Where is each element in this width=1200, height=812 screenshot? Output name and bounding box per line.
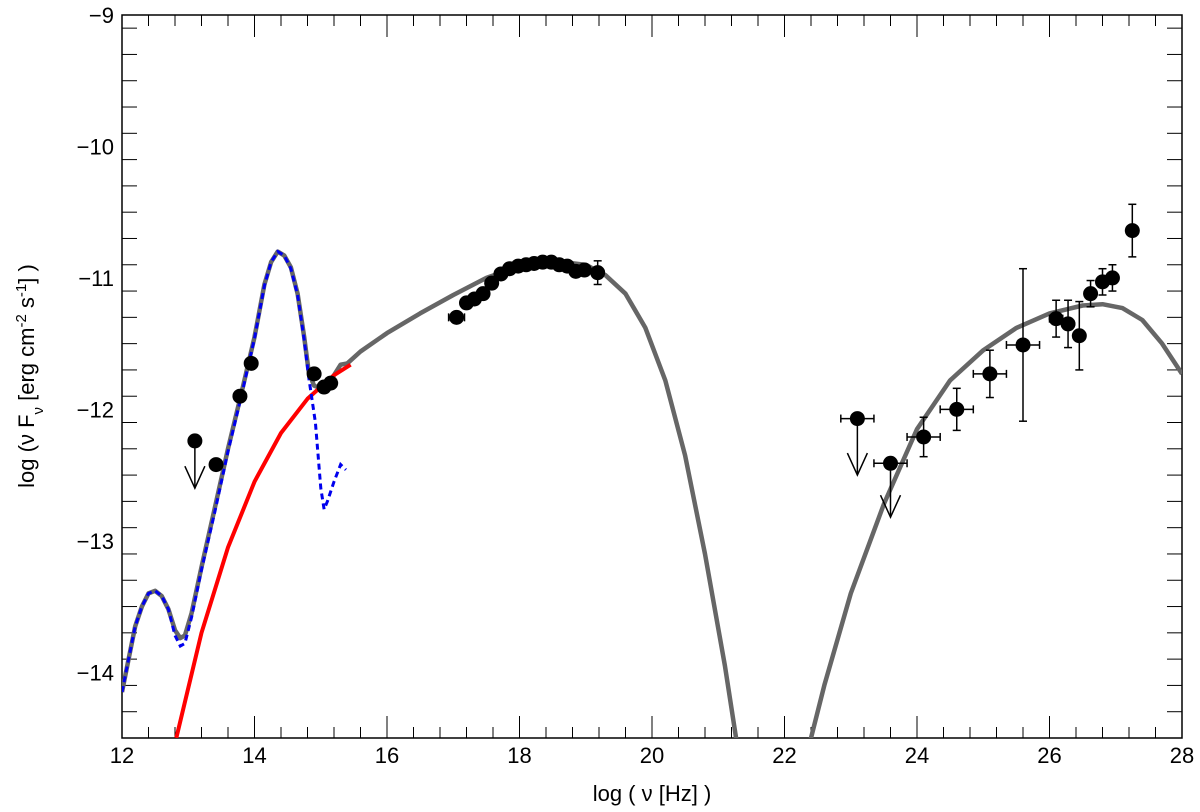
data-point xyxy=(475,286,491,302)
y-tick-label: −11 xyxy=(78,266,114,291)
red-component-line xyxy=(174,363,352,738)
data-point xyxy=(1124,223,1140,239)
svg-text:log (ν Fν [erg cm-2 s-1] ): log (ν Fν [erg cm-2 s-1] ) xyxy=(13,264,47,488)
tick-labels: 12 14 16 18 20 22 24 26 28 −14 −13 −12 −11 −10 −9 xyxy=(77,3,1195,768)
x-axis-title: log ( ν [Hz] ) xyxy=(593,781,712,806)
data-point xyxy=(1048,311,1064,327)
x-tick-label: 18 xyxy=(507,743,531,768)
upper-limit-arrowhead xyxy=(184,465,206,491)
y-tick-label: −9 xyxy=(89,3,114,28)
y-tick-label: −12 xyxy=(77,397,114,422)
data-point xyxy=(449,309,465,325)
data-point xyxy=(1071,328,1087,344)
x-tick-label: 28 xyxy=(1170,743,1194,768)
x-tick-label: 24 xyxy=(905,743,929,768)
axis-ticks xyxy=(121,15,1183,739)
data-point xyxy=(208,457,224,473)
data-point xyxy=(1083,286,1099,302)
data-point xyxy=(1104,270,1120,286)
data-point xyxy=(982,366,998,382)
blue-dashed-component-line xyxy=(122,249,347,693)
data-point xyxy=(1015,337,1031,353)
x-tick-label: 16 xyxy=(375,743,399,768)
data-points xyxy=(184,203,1140,519)
data-point xyxy=(306,366,322,382)
x-tick-label: 12 xyxy=(110,743,134,768)
data-point xyxy=(323,375,339,391)
y-tick-label: −13 xyxy=(77,529,114,554)
x-tick-label: 26 xyxy=(1037,743,1061,768)
x-tick-label: 20 xyxy=(640,743,664,768)
data-point xyxy=(590,265,606,281)
total-model-line xyxy=(122,249,739,738)
y-tick-label: −10 xyxy=(77,134,114,159)
data-point xyxy=(243,355,259,371)
y-axis-title: log (ν Fν [erg cm-2 s-1] ) xyxy=(13,264,47,488)
data-point xyxy=(916,429,932,445)
total-model-line xyxy=(808,301,1182,738)
data-point xyxy=(576,262,592,278)
data-point xyxy=(484,275,500,291)
data-point xyxy=(1060,316,1076,332)
upper-limit-arrowhead xyxy=(879,494,902,519)
data-point xyxy=(949,401,965,417)
data-point xyxy=(232,388,248,404)
x-tick-label: 14 xyxy=(242,743,266,768)
x-tick-label: 22 xyxy=(772,743,796,768)
upper-limit-arrowhead xyxy=(846,452,869,477)
y-tick-label: −14 xyxy=(77,660,114,685)
